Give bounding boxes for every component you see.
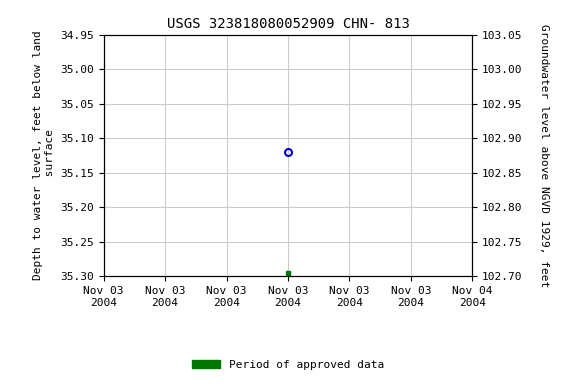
Legend: Period of approved data: Period of approved data [188,356,388,375]
Y-axis label: Depth to water level, feet below land
 surface: Depth to water level, feet below land su… [33,31,55,280]
Title: USGS 323818080052909 CHN- 813: USGS 323818080052909 CHN- 813 [166,17,410,31]
Y-axis label: Groundwater level above NGVD 1929, feet: Groundwater level above NGVD 1929, feet [539,24,549,287]
